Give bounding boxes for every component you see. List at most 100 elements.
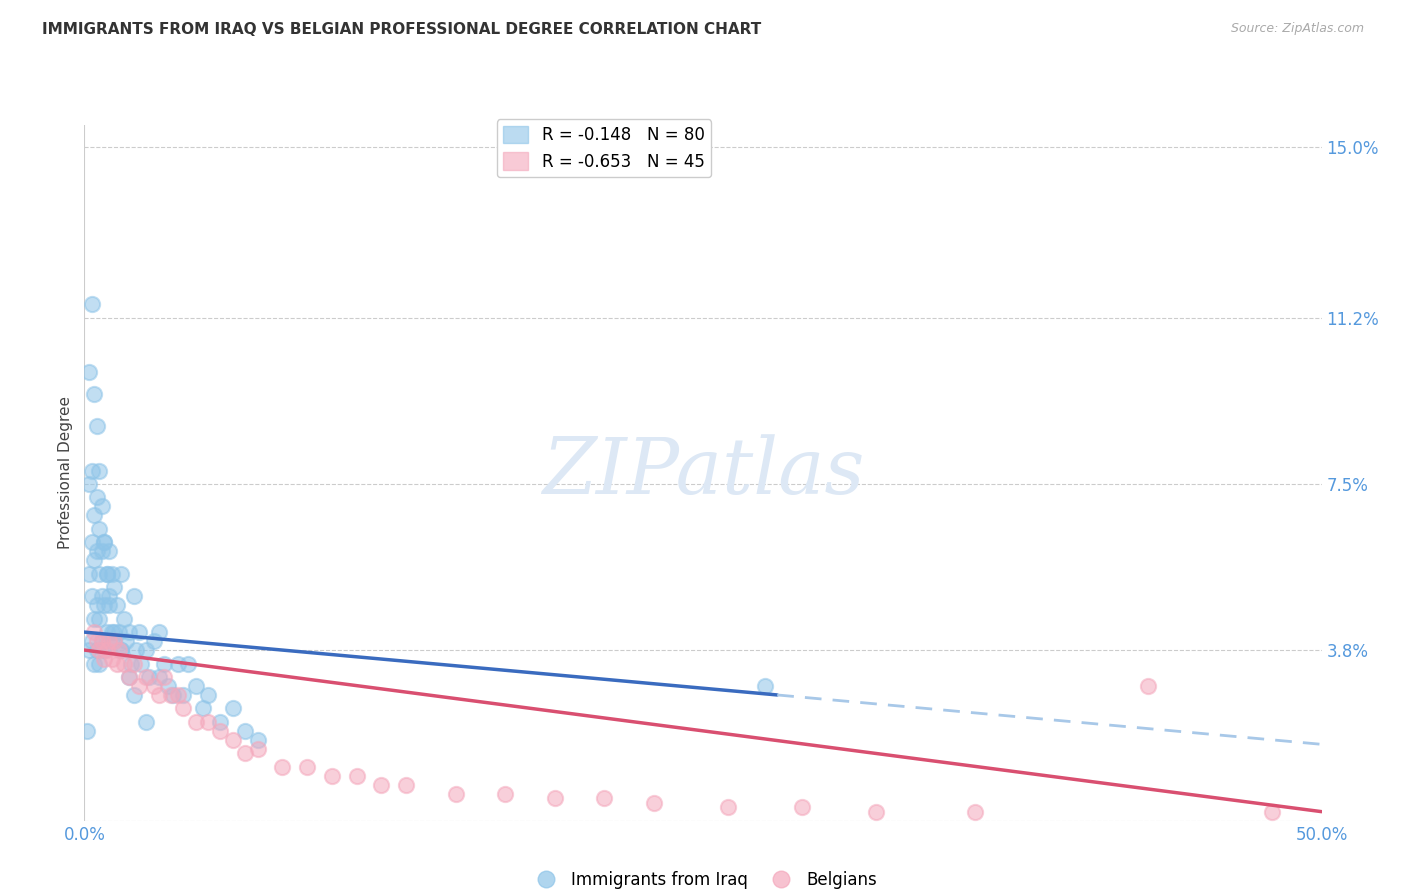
Point: [96, 566, 118, 581]
Point: [135, 670, 157, 684]
Point: [89, 657, 111, 671]
Point: [593, 791, 616, 805]
Point: [93, 535, 115, 549]
Point: [128, 679, 150, 693]
Point: [135, 714, 157, 729]
Point: [115, 634, 138, 648]
Point: [79, 643, 101, 657]
Point: [100, 625, 122, 640]
Point: [112, 612, 135, 626]
Point: [98, 598, 121, 612]
Point: [90, 589, 112, 603]
Point: [103, 625, 125, 640]
Point: [100, 652, 122, 666]
Point: [120, 657, 142, 671]
Point: [444, 787, 467, 801]
Point: [98, 589, 121, 603]
Point: [135, 643, 157, 657]
Point: [86, 491, 108, 505]
Point: [965, 805, 987, 819]
Point: [233, 723, 256, 738]
Point: [125, 643, 148, 657]
Point: [86, 418, 108, 433]
Point: [184, 714, 207, 729]
Point: [90, 634, 112, 648]
Point: [197, 688, 219, 702]
Point: [86, 544, 108, 558]
Point: [108, 625, 131, 640]
Point: [148, 688, 170, 702]
Point: [80, 535, 103, 549]
Point: [1261, 805, 1284, 819]
Point: [321, 769, 343, 783]
Point: [83, 625, 105, 640]
Point: [89, 566, 111, 581]
Text: Source: ZipAtlas.com: Source: ZipAtlas.com: [1230, 22, 1364, 36]
Point: [122, 657, 145, 671]
Point: [93, 598, 115, 612]
Point: [105, 598, 128, 612]
Point: [162, 688, 184, 702]
Point: [89, 643, 111, 657]
Point: [246, 732, 269, 747]
Point: [177, 657, 200, 671]
Point: [122, 589, 145, 603]
Point: [90, 544, 112, 558]
Point: [96, 625, 118, 640]
Point: [295, 760, 318, 774]
Point: [148, 670, 170, 684]
Point: [86, 634, 108, 648]
Point: [152, 657, 174, 671]
Point: [197, 714, 219, 729]
Point: [167, 688, 190, 702]
Point: [86, 643, 108, 657]
Point: [83, 657, 105, 671]
Point: [79, 477, 101, 491]
Point: [754, 679, 776, 693]
Point: [152, 670, 174, 684]
Point: [83, 612, 105, 626]
Point: [167, 657, 190, 671]
Point: [142, 634, 165, 648]
Point: [98, 544, 121, 558]
Point: [89, 522, 111, 536]
Point: [128, 625, 150, 640]
Point: [103, 634, 125, 648]
Text: IMMIGRANTS FROM IRAQ VS BELGIAN PROFESSIONAL DEGREE CORRELATION CHART: IMMIGRANTS FROM IRAQ VS BELGIAN PROFESSI…: [42, 22, 762, 37]
Point: [89, 612, 111, 626]
Point: [103, 580, 125, 594]
Point: [129, 657, 152, 671]
Point: [138, 670, 160, 684]
Point: [110, 643, 132, 657]
Point: [98, 634, 121, 648]
Point: [79, 566, 101, 581]
Point: [93, 643, 115, 657]
Point: [108, 643, 131, 657]
Point: [100, 566, 122, 581]
Point: [110, 566, 132, 581]
Point: [112, 657, 135, 671]
Point: [543, 791, 565, 805]
Point: [160, 688, 183, 702]
Point: [233, 747, 256, 761]
Point: [80, 634, 103, 648]
Point: [346, 769, 368, 783]
Point: [191, 701, 214, 715]
Point: [643, 796, 665, 810]
Point: [90, 634, 112, 648]
Point: [83, 508, 105, 523]
Point: [86, 598, 108, 612]
Point: [209, 714, 232, 729]
Point: [222, 701, 245, 715]
Text: ZIPatlas: ZIPatlas: [541, 434, 865, 511]
Point: [80, 463, 103, 477]
Point: [157, 679, 180, 693]
Point: [118, 625, 141, 640]
Point: [110, 643, 132, 657]
Point: [209, 723, 232, 738]
Point: [103, 634, 125, 648]
Point: [89, 463, 111, 477]
Point: [96, 566, 118, 581]
Point: [93, 535, 115, 549]
Point: [83, 553, 105, 567]
